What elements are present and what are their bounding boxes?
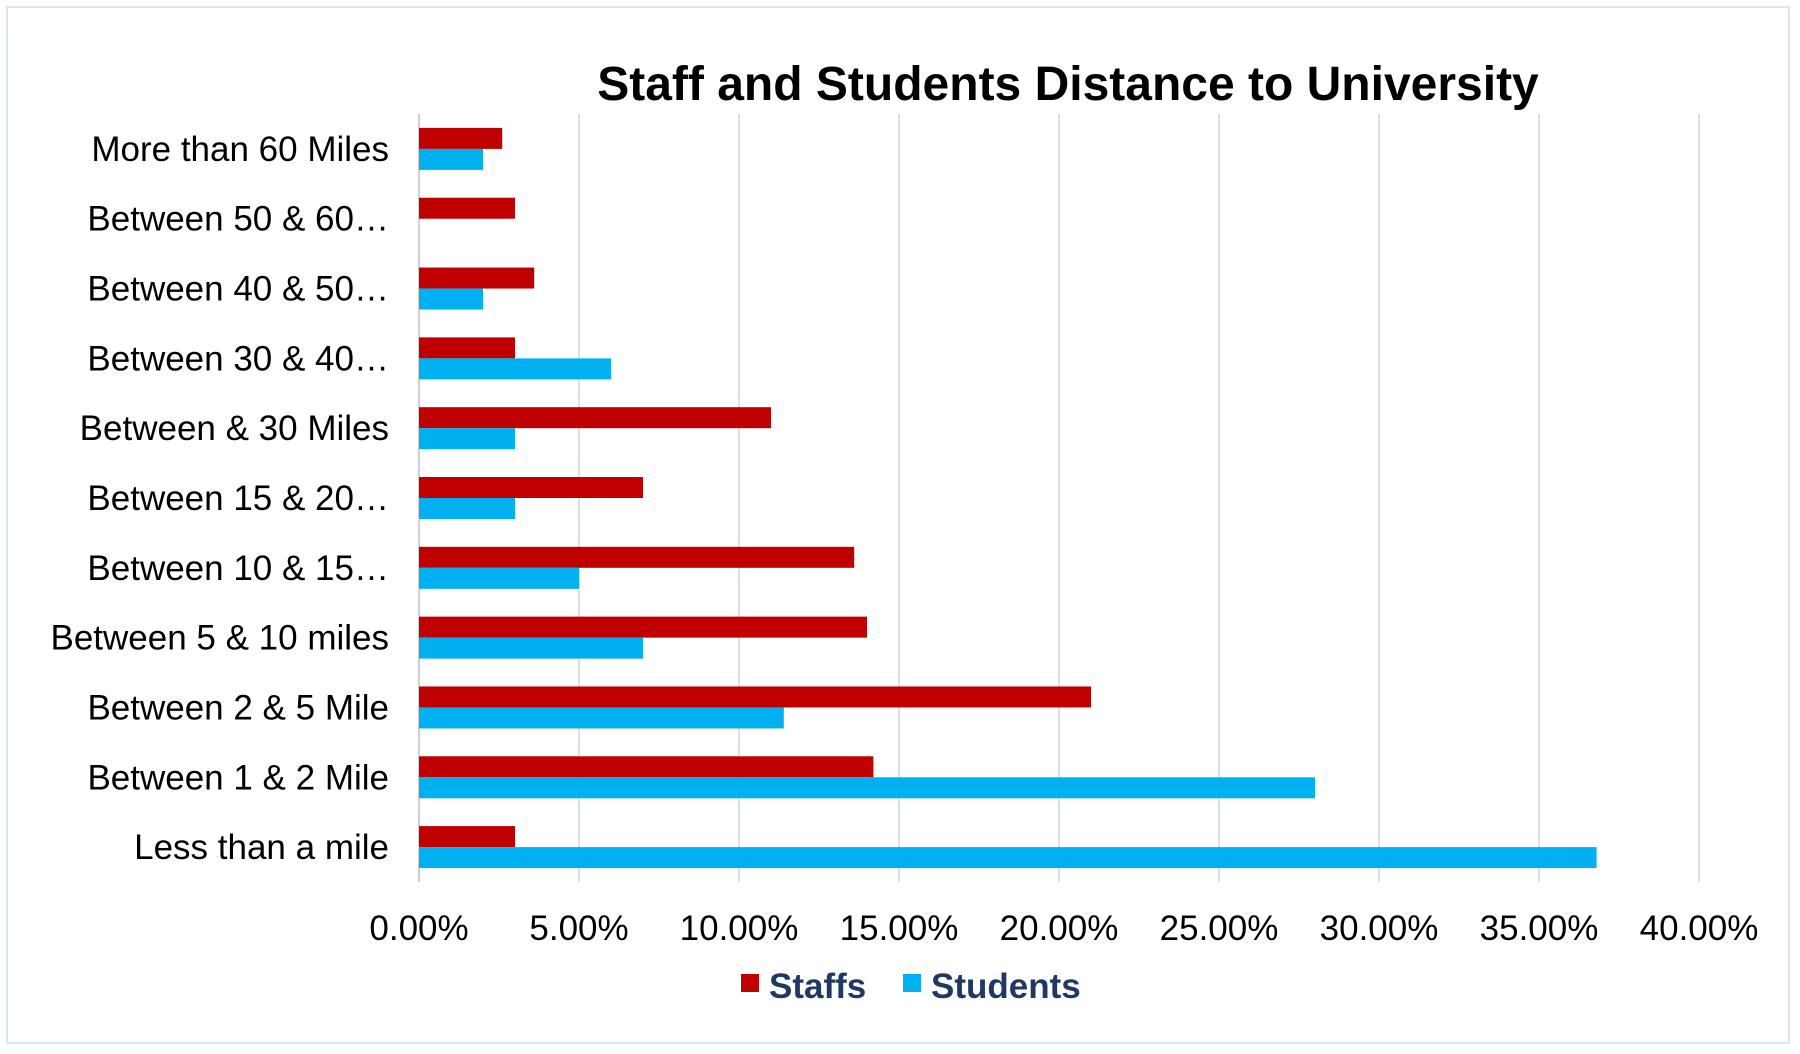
category-label: Between 2 & 5 Mile xyxy=(87,688,389,727)
category-label: Less than a mile xyxy=(134,828,389,867)
bar-staffs xyxy=(419,826,515,848)
bar-students xyxy=(419,288,483,310)
category-label: Between 50 & 60… xyxy=(87,200,389,239)
bar-staffs xyxy=(419,127,503,149)
bar-students xyxy=(419,428,515,450)
x-tick-label: 30.00% xyxy=(1320,909,1439,948)
category-label: Between & 30 Miles xyxy=(80,409,389,448)
category-label: Between 30 & 40… xyxy=(87,339,389,378)
x-tick-label: 5.00% xyxy=(529,909,628,948)
category-labels: Less than a mile Between 1 & 2 Mile Betwee… xyxy=(50,130,389,867)
bar-students xyxy=(419,707,784,729)
bar-students xyxy=(419,847,1597,869)
legend: Staffs Students xyxy=(741,967,1081,1006)
bar-staffs xyxy=(419,616,867,638)
bar-staffs xyxy=(419,546,855,568)
bar-staffs xyxy=(419,407,771,429)
legend-swatch-students xyxy=(903,974,921,992)
bar-staffs xyxy=(419,477,643,498)
x-tick-label: 35.00% xyxy=(1480,909,1599,948)
category-label: Between 40 & 50… xyxy=(87,270,389,309)
bar-students xyxy=(419,148,483,170)
gridlines xyxy=(418,114,1700,882)
x-tick-label: 0.00% xyxy=(369,909,468,948)
bar-students xyxy=(419,358,611,380)
x-tick-label: 20.00% xyxy=(1000,909,1119,948)
bars xyxy=(419,127,1597,869)
bar-staffs xyxy=(419,197,515,219)
bar-staffs xyxy=(419,756,874,778)
category-label: Between 1 & 2 Mile xyxy=(87,758,389,797)
x-tick-label: 15.00% xyxy=(840,909,959,948)
x-tick-label: 40.00% xyxy=(1640,909,1759,948)
chart-title: Staff and Students Distance to Universit… xyxy=(597,58,1539,111)
legend-swatch-staffs xyxy=(741,974,759,992)
legend-label-students: Students xyxy=(931,967,1081,1006)
legend-label-staffs: Staffs xyxy=(769,967,866,1006)
x-tick-labels: 0.00% 5.00% 10.00% 15.00% 20.00% 25.00% 30.00%… xyxy=(369,909,1758,948)
bar-students xyxy=(419,567,579,589)
x-tick-label: 10.00% xyxy=(680,909,799,948)
bar-staffs xyxy=(419,267,535,289)
x-tick-label: 25.00% xyxy=(1160,909,1279,948)
category-label: Between 15 & 20… xyxy=(87,479,389,518)
distance-bar-chart: Staff and Students Distance to Universit… xyxy=(50,58,1758,1006)
bar-students xyxy=(419,498,515,519)
category-label: Between 5 & 10 miles xyxy=(50,619,389,658)
bar-students xyxy=(419,777,1315,799)
bar-staffs xyxy=(419,337,515,359)
bar-students xyxy=(419,637,643,659)
category-label: More than 60 Miles xyxy=(91,130,389,169)
chart-frame: Staff and Students Distance to Universit… xyxy=(6,6,1790,1044)
category-label: Between 10 & 15… xyxy=(87,549,389,588)
bar-staffs xyxy=(419,686,1091,708)
